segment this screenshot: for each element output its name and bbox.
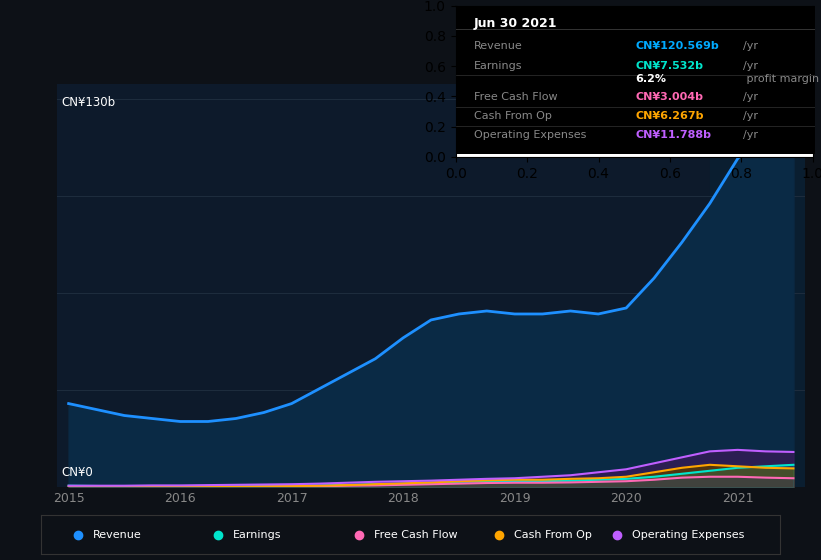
- Text: /yr: /yr: [743, 92, 759, 102]
- Text: Earnings: Earnings: [233, 530, 282, 540]
- Text: CN¥3.004b: CN¥3.004b: [635, 92, 704, 102]
- Text: /yr: /yr: [743, 111, 759, 121]
- Text: /yr: /yr: [743, 41, 759, 51]
- Text: Jun 30 2021: Jun 30 2021: [474, 17, 557, 30]
- Text: /yr: /yr: [743, 60, 759, 71]
- Text: Operating Expenses: Operating Expenses: [632, 530, 745, 540]
- Bar: [710, 84, 805, 487]
- Text: CN¥130b: CN¥130b: [62, 96, 115, 109]
- Text: Cash From Op: Cash From Op: [474, 111, 552, 121]
- Text: CN¥0: CN¥0: [62, 466, 93, 479]
- Text: CN¥11.788b: CN¥11.788b: [635, 130, 712, 140]
- Text: Earnings: Earnings: [474, 60, 522, 71]
- Text: Revenue: Revenue: [474, 41, 522, 51]
- Text: CN¥120.569b: CN¥120.569b: [635, 41, 719, 51]
- Text: Cash From Op: Cash From Op: [514, 530, 592, 540]
- Text: CN¥6.267b: CN¥6.267b: [635, 111, 704, 121]
- Text: Free Cash Flow: Free Cash Flow: [474, 92, 557, 102]
- Text: profit margin: profit margin: [743, 74, 819, 84]
- Text: CN¥7.532b: CN¥7.532b: [635, 60, 704, 71]
- Text: 6.2%: 6.2%: [635, 74, 667, 84]
- Text: /yr: /yr: [743, 130, 759, 140]
- Text: Free Cash Flow: Free Cash Flow: [374, 530, 457, 540]
- Text: Operating Expenses: Operating Expenses: [474, 130, 586, 140]
- Text: Revenue: Revenue: [93, 530, 141, 540]
